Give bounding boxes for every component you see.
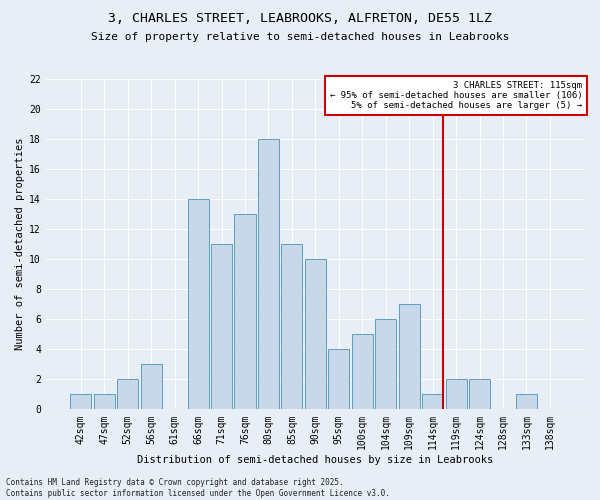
Bar (352, 334, 373, 409)
Bar (469, 380, 490, 410)
Bar (398, 304, 420, 410)
Bar (305, 259, 326, 410)
Text: Contains HM Land Registry data © Crown copyright and database right 2025.
Contai: Contains HM Land Registry data © Crown c… (6, 478, 390, 498)
Text: Size of property relative to semi-detached houses in Leabrooks: Size of property relative to semi-detach… (91, 32, 509, 42)
X-axis label: Distribution of semi-detached houses by size in Leabrooks: Distribution of semi-detached houses by … (137, 455, 494, 465)
Bar (375, 319, 397, 410)
Bar (516, 394, 537, 409)
Bar (235, 214, 256, 410)
Bar (94, 394, 115, 409)
Bar (140, 364, 162, 410)
Bar (117, 380, 139, 410)
Text: 3, CHARLES STREET, LEABROOKS, ALFRETON, DE55 1LZ: 3, CHARLES STREET, LEABROOKS, ALFRETON, … (108, 12, 492, 26)
Bar (422, 394, 443, 409)
Bar (328, 350, 349, 410)
Bar (70, 394, 91, 409)
Bar (446, 380, 467, 410)
Bar (188, 199, 209, 410)
Text: 3 CHARLES STREET: 115sqm
← 95% of semi-detached houses are smaller (106)
5% of s: 3 CHARLES STREET: 115sqm ← 95% of semi-d… (329, 80, 583, 110)
Bar (281, 244, 302, 410)
Y-axis label: Number of semi-detached properties: Number of semi-detached properties (15, 138, 25, 350)
Bar (258, 139, 279, 409)
Bar (211, 244, 232, 410)
